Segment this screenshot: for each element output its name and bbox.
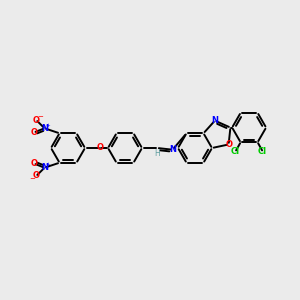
Text: H: H	[154, 148, 160, 158]
Text: O: O	[33, 116, 40, 125]
Text: Cl: Cl	[231, 147, 240, 156]
Text: O: O	[225, 140, 232, 149]
Text: Cl: Cl	[258, 147, 267, 156]
Text: O: O	[33, 171, 40, 180]
Text: +: +	[45, 123, 50, 128]
Text: −: −	[30, 176, 35, 182]
Text: −: −	[38, 114, 44, 120]
Text: O: O	[31, 128, 38, 137]
Text: O: O	[31, 159, 38, 168]
Text: N: N	[169, 145, 176, 154]
Text: N: N	[41, 124, 48, 133]
Text: N: N	[212, 116, 218, 125]
Text: O: O	[97, 143, 104, 152]
Text: +: +	[45, 162, 50, 167]
Text: N: N	[41, 163, 48, 172]
